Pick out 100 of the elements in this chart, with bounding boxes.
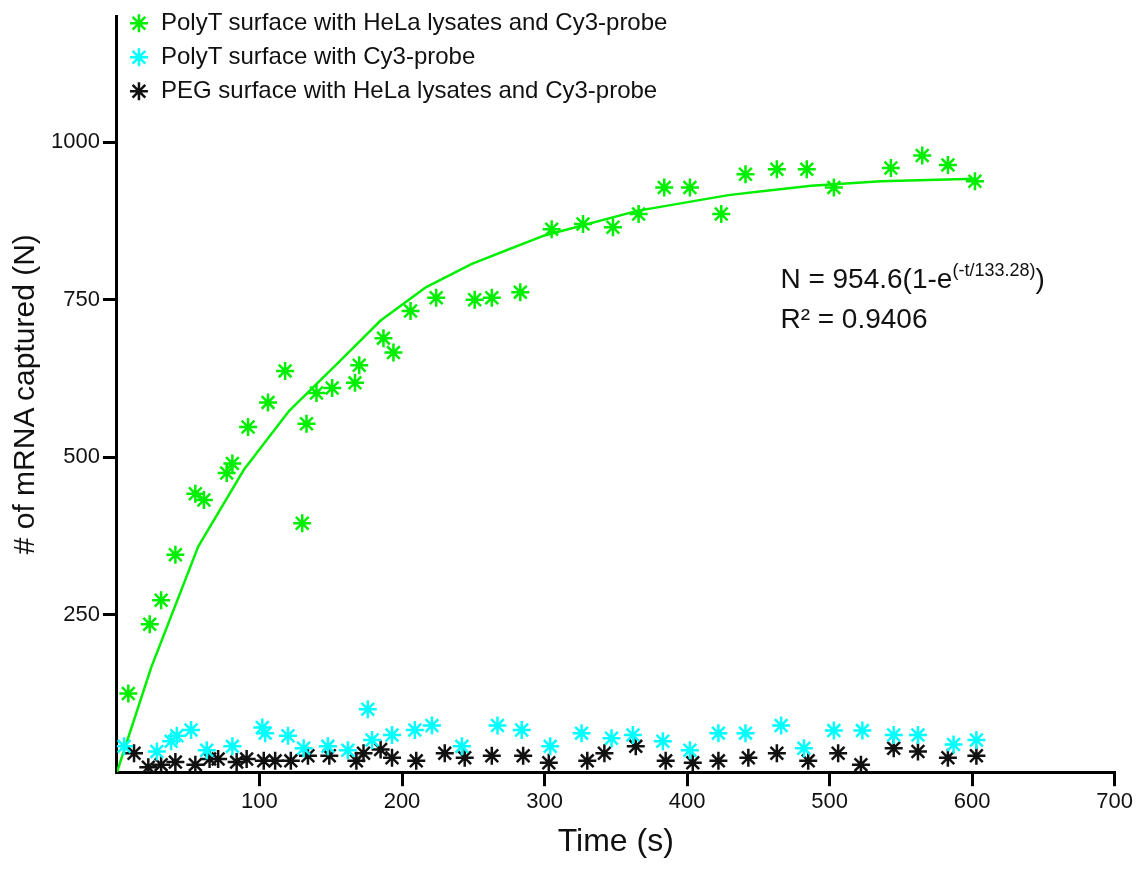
point: [237, 416, 259, 438]
point: [123, 743, 145, 764]
point: [577, 750, 598, 772]
point: [306, 382, 327, 404]
x-tick-label: 100: [241, 788, 278, 814]
y-tick-label: 750: [63, 285, 100, 311]
point: [654, 177, 675, 198]
point: [937, 154, 959, 176]
point: [682, 752, 704, 773]
point: [257, 392, 279, 413]
point: [601, 727, 622, 749]
point: [146, 741, 168, 762]
point: [317, 736, 339, 757]
point: [280, 750, 302, 772]
point: [464, 289, 485, 310]
x-tick-label: 700: [1096, 788, 1134, 814]
point: [538, 752, 560, 773]
point: [487, 715, 508, 736]
point: [481, 745, 503, 767]
point: [150, 589, 172, 611]
point: [160, 731, 182, 752]
y-tick-label: 500: [63, 443, 100, 469]
x-tick-label: 200: [383, 788, 421, 814]
point: [222, 453, 243, 474]
point: [708, 722, 729, 744]
point: [622, 724, 644, 746]
point: [150, 754, 172, 773]
point: [451, 736, 473, 757]
point: [353, 743, 374, 764]
point: [185, 754, 206, 773]
point: [652, 731, 674, 752]
point: [766, 159, 788, 180]
point: [381, 747, 403, 768]
point: [357, 698, 379, 720]
point: [291, 513, 313, 534]
point: [625, 736, 646, 757]
point: [964, 171, 986, 192]
point: [185, 483, 206, 504]
point: [708, 750, 729, 772]
point: [421, 715, 443, 736]
point: [226, 751, 247, 773]
point: [434, 743, 456, 764]
point: [907, 724, 929, 746]
point: [118, 683, 139, 704]
point: [166, 725, 188, 746]
point: [943, 734, 964, 755]
legend-label: PolyT surface with Cy3-probe: [160, 41, 476, 69]
point: [404, 719, 426, 741]
point: [823, 177, 845, 198]
point: [139, 613, 160, 635]
point: [850, 754, 872, 773]
x-tick-label: 600: [953, 788, 991, 814]
point: [602, 217, 624, 238]
point: [370, 739, 391, 760]
point: [337, 739, 359, 761]
legend-label: PolyT surface with HeLa lysates and Cy3-probe: [160, 7, 668, 35]
point: [883, 724, 904, 746]
point: [541, 218, 562, 240]
point: [655, 750, 676, 772]
point: [539, 736, 561, 757]
point: [193, 489, 215, 511]
point: [400, 300, 421, 322]
point: [274, 360, 296, 382]
x-tick-label: 400: [668, 788, 706, 814]
point: [196, 739, 217, 761]
legend-label: PEG surface with HeLa lysates and Cy3-probe: [160, 75, 658, 103]
point: [373, 327, 394, 349]
point: [766, 743, 788, 764]
annotation: R² = 0.9406: [780, 303, 928, 335]
point: [344, 372, 366, 394]
point: [165, 751, 186, 773]
point: [425, 287, 447, 309]
point: [571, 722, 592, 744]
point: [348, 354, 370, 376]
point: [383, 342, 404, 363]
x-axis-title: Time (s): [557, 821, 674, 858]
point: [628, 203, 649, 225]
point: [679, 177, 701, 198]
point: [966, 729, 987, 751]
y-tick-label: 1000: [50, 128, 100, 154]
point: [738, 747, 759, 768]
point: [236, 748, 257, 770]
point: [711, 203, 732, 225]
point: [823, 720, 845, 741]
point: [293, 738, 314, 759]
point: [481, 287, 503, 309]
point: [572, 213, 594, 235]
x-tick-label: 500: [811, 788, 848, 814]
point: [796, 159, 818, 180]
y-tick-label: 250: [63, 600, 100, 626]
point: [512, 745, 534, 767]
point: [735, 722, 756, 744]
point: [277, 725, 299, 746]
point: [510, 281, 531, 303]
point: [406, 750, 427, 772]
point: [180, 719, 202, 741]
point: [880, 157, 902, 179]
point: [793, 738, 815, 759]
point: [361, 729, 383, 751]
point: [770, 715, 792, 736]
